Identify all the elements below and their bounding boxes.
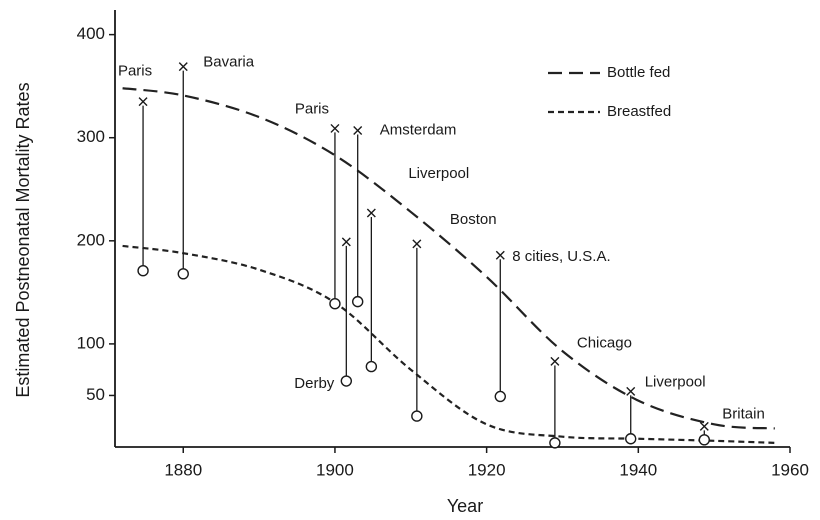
point-label: Chicago: [577, 334, 632, 351]
breastfed-point: [351, 295, 364, 308]
legend-label: Breastfed: [607, 103, 671, 120]
point-label: Paris: [295, 100, 329, 117]
breastfed-point: [494, 390, 506, 403]
breastfed-point: [411, 410, 423, 422]
x-axis-label: Year: [447, 496, 483, 516]
bottle-fed-point: [412, 239, 422, 249]
bottle-fed-point: [495, 250, 505, 260]
y-tick-label: 100: [77, 333, 105, 352]
bottle-fed-point: [366, 208, 376, 218]
breastfed-point: [365, 360, 378, 373]
x-tick-label: 1900: [316, 460, 354, 479]
x-tick-label: 1920: [468, 460, 506, 479]
y-tick-label: 300: [77, 127, 105, 146]
breastfed-point: [177, 268, 189, 280]
point-label: Britain: [722, 405, 765, 422]
bottle-fed-point: [330, 123, 340, 133]
legend-label: Bottle fed: [607, 64, 670, 81]
bottle-fed-point: [178, 62, 188, 72]
point-label: Liverpool: [645, 373, 706, 390]
x-tick-label: 1880: [164, 460, 202, 479]
bottle-fed-point: [353, 126, 363, 135]
y-tick-label: 400: [77, 24, 105, 43]
point-label: Boston: [450, 211, 497, 228]
breastfed-point: [329, 297, 341, 310]
bottle-fed-point: [138, 97, 148, 107]
point-label: Amsterdam: [380, 121, 457, 138]
bottle-fed-point: [699, 421, 709, 431]
point-label: Paris: [118, 63, 152, 80]
point-label: Bavaria: [203, 54, 255, 71]
bottle-fed-point: [626, 386, 636, 396]
breastfed-point: [137, 265, 149, 277]
curve: [122, 244, 775, 444]
breastfed-point: [340, 375, 353, 387]
bottle-fed-point: [341, 237, 351, 247]
bottle-fed-point: [550, 356, 560, 366]
breastfed-point: [625, 433, 637, 445]
breastfed-point: [549, 437, 561, 449]
curve: [122, 87, 775, 430]
x-tick-label: 1960: [771, 460, 809, 479]
point-label: 8 cities, U.S.A.: [512, 248, 610, 265]
x-tick-label: 1940: [619, 460, 657, 479]
point-label: Liverpool: [408, 165, 469, 182]
breastfed-point: [698, 434, 710, 446]
y-tick-label: 200: [77, 230, 105, 249]
y-axis-label: Estimated Postneonatal Mortality Rates: [13, 82, 33, 397]
y-tick-label: 50: [86, 385, 105, 404]
point-label: Derby: [294, 375, 335, 392]
